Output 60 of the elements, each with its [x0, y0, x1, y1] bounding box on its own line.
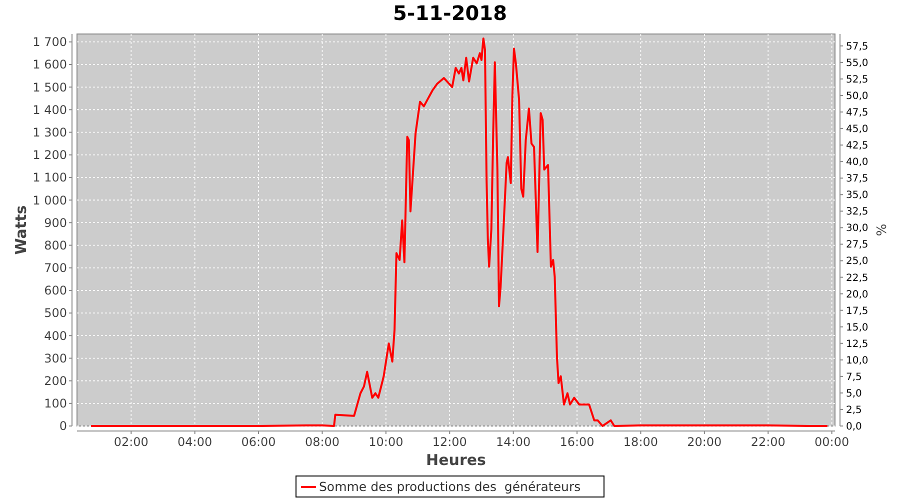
y-tick-label: 300	[44, 351, 67, 366]
y-tick-label: 1 000	[32, 193, 67, 208]
y-tick-label: 0	[59, 419, 67, 434]
y-tick-label: 900	[44, 216, 67, 230]
x-tick-label: 14:00	[496, 435, 531, 449]
y2-tick-label: 17,5	[846, 306, 868, 317]
y2-tick-label: 0,0	[846, 422, 862, 432]
y2-tick-label: 10,0	[846, 355, 868, 366]
x-tick-label: 10:00	[368, 435, 404, 449]
y2-tick-label: 35,0	[846, 190, 868, 202]
y-tick-label: 600	[44, 284, 67, 298]
line-series	[90, 38, 828, 427]
y-tick-label: 800	[44, 238, 67, 252]
y2-tick-label: 30,0	[846, 223, 868, 234]
y2-tick-label: 2,5	[846, 404, 862, 416]
y2-tick-label: 5,0	[846, 388, 862, 400]
y2-tick-label: 37,5	[846, 174, 868, 185]
x-tick-label: 20:00	[687, 435, 722, 449]
y2-tick-label: 20,0	[846, 289, 868, 300]
y2-axis-title: %	[875, 224, 890, 236]
chart-title: 5-11-2018	[392, 1, 508, 25]
y2-tick-label: 22,5	[846, 272, 868, 284]
y2-tick-label: 25,0	[846, 256, 868, 268]
y2-tick-label: 52,5	[846, 74, 868, 86]
y2-tick-label: 27,5	[846, 240, 868, 251]
y-tick-label: 1 700	[32, 35, 67, 50]
y-axis-title: Watts	[12, 205, 30, 255]
y-tick-label: 1 500	[32, 80, 67, 94]
y2-tick-label: 42,5	[846, 140, 868, 152]
y2-tick-label: 57,5	[846, 41, 868, 52]
y2-tick-label: 47,5	[846, 108, 868, 119]
x-tick-label: 18:00	[623, 435, 658, 449]
y-tick-label: 700	[44, 261, 67, 276]
y-tick-label: 100	[44, 396, 67, 411]
y-tick-label: 1 100	[32, 170, 67, 185]
x-tick-label: 04:00	[178, 435, 212, 449]
y2-tick-label: 15,0	[846, 322, 868, 334]
y-tick-label: 200	[44, 374, 67, 388]
x-tick-label: 12:00	[432, 435, 467, 449]
x-tick-label: 08:00	[304, 435, 340, 449]
x-tick-label: 06:00	[241, 435, 276, 449]
y2-tick-label: 12,5	[846, 338, 868, 350]
y-tick-label: 1 200	[32, 148, 67, 162]
x-axis-title: Heures	[426, 451, 486, 469]
legend-label: Somme des productions des générateurs	[319, 479, 581, 494]
y2-tick-label: 7,5	[846, 372, 862, 383]
y-tick-label: 1 600	[32, 58, 67, 72]
y2-tick-label: 40,0	[846, 157, 868, 168]
x-tick-label: 16:00	[560, 435, 594, 449]
y-tick-label: 400	[44, 328, 67, 343]
y2-tick-label: 55,0	[846, 58, 868, 69]
y2-tick-label: 45,0	[846, 124, 868, 136]
y2-tick-label: 50,0	[846, 90, 868, 102]
x-tick-label: 22:00	[750, 435, 786, 449]
y-tick-label: 1 400	[32, 102, 67, 117]
x-tick-label: 00:00	[814, 435, 850, 449]
x-tick-label: 02:00	[114, 435, 148, 449]
y-tick-label: 500	[44, 306, 67, 320]
y-tick-label: 1 300	[32, 125, 67, 140]
y2-tick-label: 32,5	[846, 206, 868, 218]
